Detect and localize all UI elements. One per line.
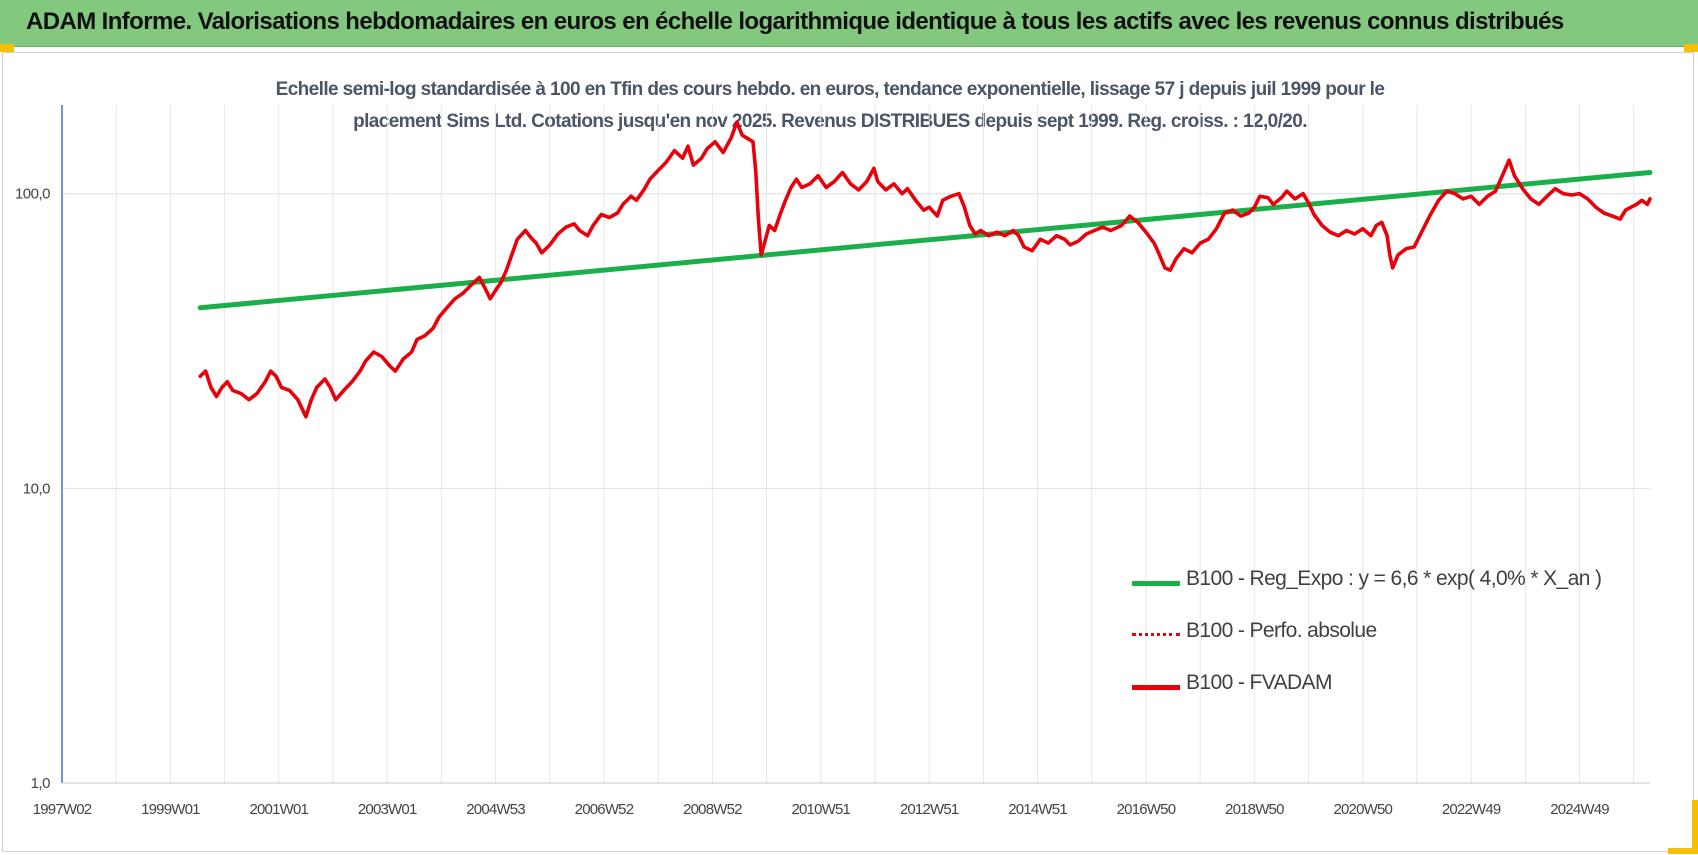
corner-marker-top-right — [1684, 44, 1698, 52]
x-tick-label: 2006W52 — [575, 801, 634, 818]
series-line-fvadam — [198, 120, 1652, 419]
y-tick-label: 100,0 — [15, 186, 50, 203]
y-tick-label: 10,0 — [23, 480, 50, 497]
x-tick-label: 2001W01 — [249, 801, 308, 818]
corner-marker-top-left — [0, 44, 14, 52]
chart-subtitle-line-2: placement Sims Ltd. Cotations jusqu'en n… — [353, 111, 1307, 132]
corner-marker-bottom-right-foot — [1668, 848, 1698, 854]
axis-layer: 1,0 10,0 100,0 1997W02 1999W01 2001W01 2003W01… — [15, 105, 1650, 818]
legend-label-reg-expo: B100 - Reg_Expo : y = 6,6 * exp( 4,0% * … — [1186, 567, 1602, 590]
chart-subtitle: Echelle semi-log standardisée à 100 en T… — [230, 74, 1430, 138]
legend-label-fvadam: B100 - FVADAM — [1186, 671, 1332, 694]
corner-marker-bottom-right — [1692, 800, 1698, 852]
x-tick-label: 2016W50 — [1117, 801, 1176, 818]
x-tick-label: 2010W51 — [791, 801, 850, 818]
page-title: ADAM Informe. Valorisations hebdomadaire… — [26, 8, 1564, 35]
x-tick-label: 2008W52 — [683, 801, 742, 818]
legend-swatch-red-dotted — [1132, 633, 1180, 636]
x-tick-label: 2004W53 — [466, 801, 525, 818]
chart-subtitle-line-1: Echelle semi-log standardisée à 100 en T… — [275, 79, 1385, 100]
x-tick-label: 2022W49 — [1442, 801, 1501, 818]
x-tick-label: 2024W49 — [1550, 801, 1609, 818]
x-tick-label: 2020W50 — [1333, 801, 1392, 818]
chart-frame — [2, 52, 1694, 852]
x-tick-label: 2012W51 — [900, 801, 959, 818]
x-tick-label: 1999W01 — [141, 801, 200, 818]
y-tick-label: 1,0 — [31, 775, 51, 792]
grid-layer — [62, 105, 1650, 784]
series-layer — [197, 120, 1653, 419]
legend-swatch-green-solid — [1132, 581, 1180, 586]
x-tick-label: 2018W50 — [1225, 801, 1284, 818]
header-banner: ADAM Informe. Valorisations hebdomadaire… — [0, 0, 1698, 47]
x-tick-label: 2014W51 — [1008, 801, 1067, 818]
x-tick-label: 1997W02 — [33, 801, 92, 818]
legend-swatch-red-solid — [1132, 685, 1180, 690]
series-line-reg-expo — [197, 170, 1653, 311]
x-tick-label: 2003W01 — [358, 801, 417, 818]
legend-label-perfo-absolue: B100 - Perfo. absolue — [1186, 619, 1377, 642]
